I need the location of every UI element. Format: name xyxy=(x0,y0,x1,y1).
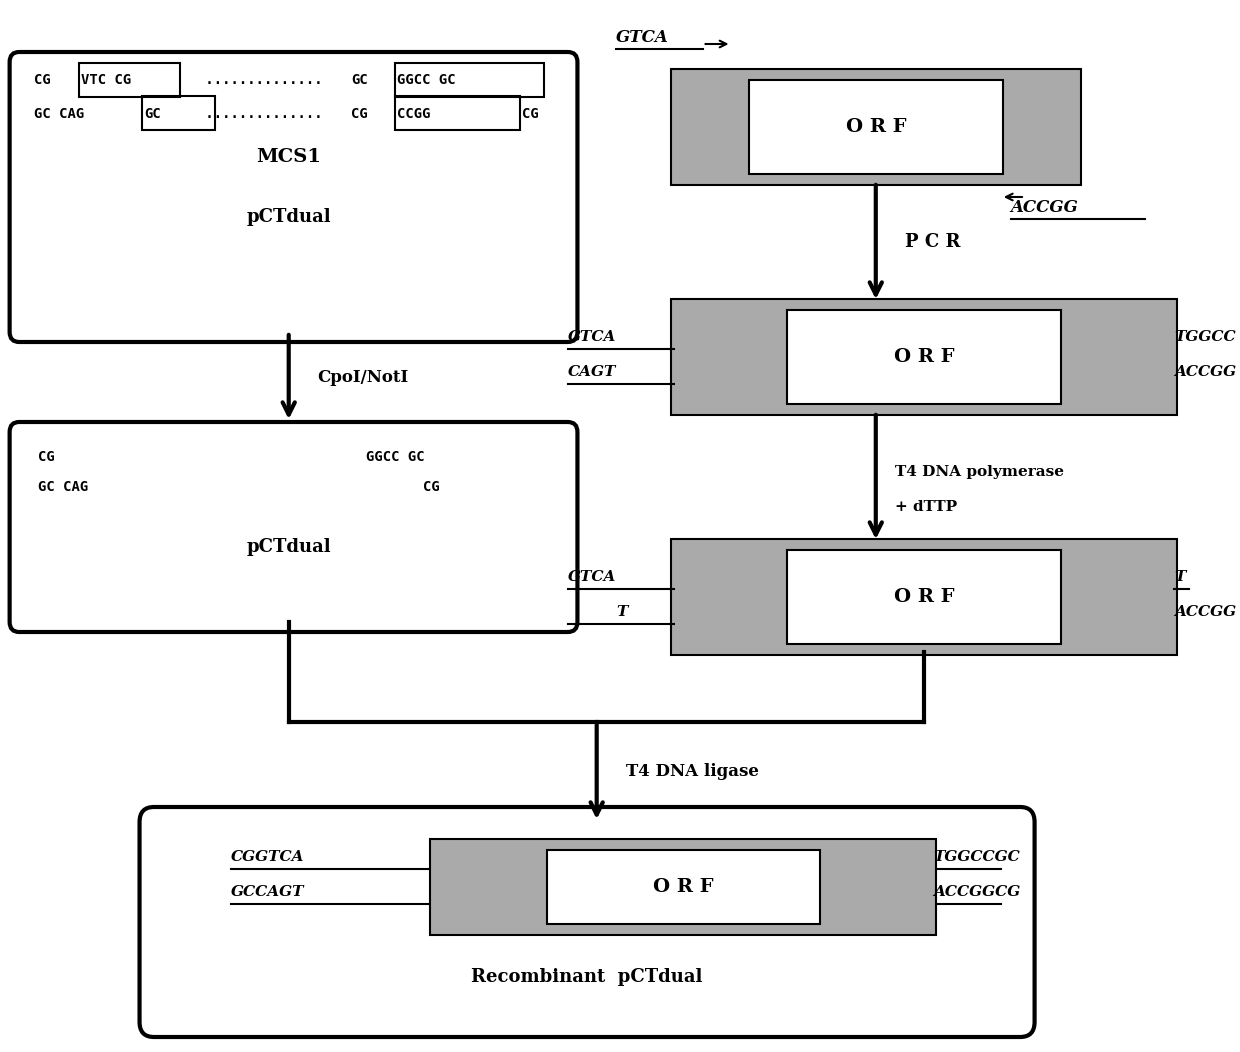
FancyBboxPatch shape xyxy=(671,299,1177,414)
FancyBboxPatch shape xyxy=(787,310,1060,404)
FancyBboxPatch shape xyxy=(671,539,1177,655)
Text: GTCA: GTCA xyxy=(616,28,668,45)
Text: GGCC GC: GGCC GC xyxy=(366,450,424,464)
Text: T: T xyxy=(1174,570,1185,584)
Text: CG: CG xyxy=(423,480,440,494)
Text: CpoI/NotI: CpoI/NotI xyxy=(317,368,409,385)
Text: ACCGG: ACCGG xyxy=(1174,605,1236,619)
FancyBboxPatch shape xyxy=(10,422,578,632)
Text: GTCA: GTCA xyxy=(568,570,616,584)
Text: GCCAGT: GCCAGT xyxy=(231,885,305,899)
Text: TGGCC: TGGCC xyxy=(1174,330,1236,344)
Text: T4 DNA polymerase: T4 DNA polymerase xyxy=(895,465,1064,479)
FancyBboxPatch shape xyxy=(749,80,1003,174)
Text: ACCGG: ACCGG xyxy=(1174,365,1236,379)
Text: CCGG: CCGG xyxy=(397,107,430,121)
Text: CAGT: CAGT xyxy=(568,365,616,379)
Text: ACCGGCG: ACCGGCG xyxy=(934,885,1021,899)
Text: pCTdual: pCTdual xyxy=(247,538,331,557)
Text: O R F: O R F xyxy=(894,348,954,366)
Text: ACCGG: ACCGG xyxy=(1011,199,1079,216)
Text: Recombinant  pCTdual: Recombinant pCTdual xyxy=(471,968,703,986)
Text: O R F: O R F xyxy=(894,588,954,606)
Text: GTCA: GTCA xyxy=(568,330,616,344)
Text: ..............: .............. xyxy=(197,73,322,87)
Text: MCS1: MCS1 xyxy=(257,148,321,166)
Text: T4 DNA ligase: T4 DNA ligase xyxy=(625,764,759,781)
Text: ..............: .............. xyxy=(197,107,322,121)
FancyBboxPatch shape xyxy=(10,52,578,342)
Text: O R F: O R F xyxy=(653,878,713,896)
FancyBboxPatch shape xyxy=(787,550,1060,644)
Text: CG: CG xyxy=(522,107,538,121)
Text: O R F: O R F xyxy=(846,118,906,136)
Bar xyxy=(143,96,215,130)
Text: P C R: P C R xyxy=(905,232,960,251)
Text: CG: CG xyxy=(38,450,56,464)
Text: VTC CG: VTC CG xyxy=(81,73,131,87)
Text: CG: CG xyxy=(351,107,368,121)
Bar xyxy=(394,63,544,97)
Bar xyxy=(394,96,520,130)
Text: GC CAG: GC CAG xyxy=(33,107,84,121)
FancyBboxPatch shape xyxy=(430,839,936,935)
Text: GC CAG: GC CAG xyxy=(38,480,89,494)
FancyBboxPatch shape xyxy=(140,807,1034,1037)
Text: GGCC GC: GGCC GC xyxy=(397,73,455,87)
Text: CG: CG xyxy=(33,73,51,87)
Bar xyxy=(79,63,180,97)
Text: GC: GC xyxy=(144,107,161,121)
FancyBboxPatch shape xyxy=(547,850,820,924)
Text: T: T xyxy=(616,605,627,619)
Text: TGGCCGC: TGGCCGC xyxy=(934,850,1021,864)
Text: + dTTP: + dTTP xyxy=(895,500,957,514)
Text: GC: GC xyxy=(351,73,368,87)
Text: CGGTCA: CGGTCA xyxy=(231,850,305,864)
FancyBboxPatch shape xyxy=(671,69,1081,185)
Text: pCTdual: pCTdual xyxy=(247,208,331,226)
